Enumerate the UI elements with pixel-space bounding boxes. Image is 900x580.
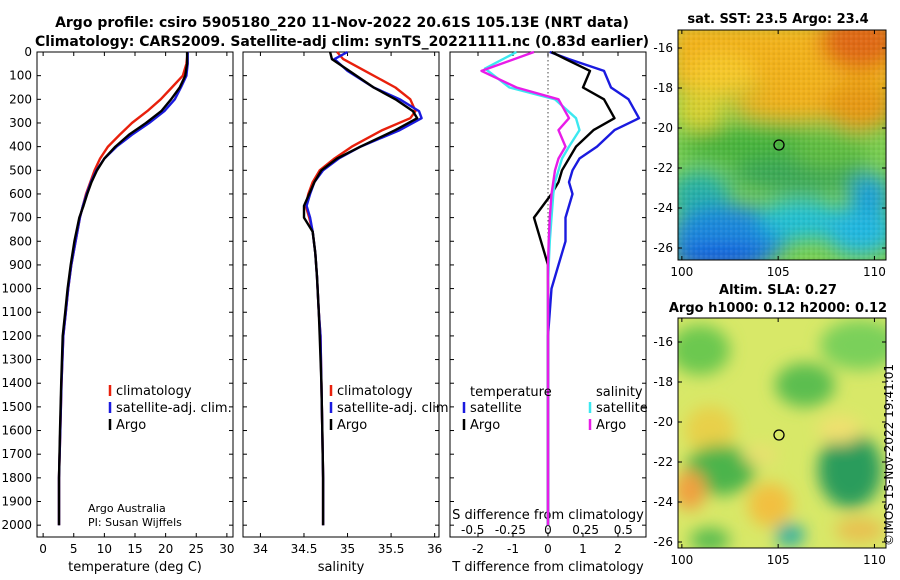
y-tick-label: 100 bbox=[9, 69, 32, 83]
map-y-tick-label: -16 bbox=[653, 41, 673, 55]
legend-label: satellite-adj. clim. bbox=[116, 401, 232, 416]
map-y-tick-label: -24 bbox=[653, 201, 673, 215]
x-axis-label-temperature: temperature (deg C) bbox=[68, 560, 202, 575]
y-tick-label: 500 bbox=[9, 163, 32, 177]
legend-label: satellite bbox=[470, 401, 522, 416]
map-y-tick-label: -26 bbox=[653, 535, 673, 549]
map-y-tick-label: -18 bbox=[653, 81, 673, 95]
y-tick-label: 600 bbox=[9, 187, 32, 201]
x-tick-label: -1 bbox=[507, 542, 519, 556]
plot-frame-salinity bbox=[242, 51, 440, 538]
map-x-tick-label: 105 bbox=[767, 553, 790, 567]
sla-map: Altim. SLA: 0.27 Argo h1000: 0.12 h2000:… bbox=[653, 283, 887, 567]
legend-label: Argo bbox=[470, 418, 500, 433]
x2-tick-label: 0 bbox=[544, 523, 552, 537]
y-tick-label: 400 bbox=[9, 140, 32, 154]
series-s-argo-line bbox=[480, 50, 571, 526]
map-y-tick-label: -18 bbox=[653, 375, 673, 389]
y-tick-label: 1400 bbox=[1, 376, 32, 390]
legend-label: satellite bbox=[596, 401, 648, 416]
legend-label: climatology bbox=[116, 384, 192, 399]
y-tick-label: 1500 bbox=[1, 400, 32, 414]
x-tick-label: 34 bbox=[253, 542, 268, 556]
x2-tick-label: 0.5 bbox=[614, 523, 633, 537]
y-tick-label: 200 bbox=[9, 92, 32, 106]
map-x-tick-label: 100 bbox=[670, 553, 693, 567]
sla-map-title-line1: Altim. SLA: 0.27 bbox=[719, 283, 837, 298]
y-tick-label: 0 bbox=[24, 45, 32, 59]
y-tick-label: 800 bbox=[9, 234, 32, 248]
legend-label: climatology bbox=[337, 384, 413, 399]
x-tick-label: 15 bbox=[127, 542, 142, 556]
x2-tick-label: -0.5 bbox=[461, 523, 484, 537]
map-y-tick-label: -20 bbox=[653, 121, 673, 135]
map-x-tick-label: 105 bbox=[767, 265, 790, 279]
y-tick-label: 1100 bbox=[1, 305, 32, 319]
y-tick-label: 1000 bbox=[1, 282, 32, 296]
map-y-tick-label: -22 bbox=[653, 455, 673, 469]
sla-map-title-line2: Argo h1000: 0.12 h2000: 0.12 bbox=[669, 301, 887, 316]
x-axis-label-difference: T difference from climatology bbox=[451, 560, 644, 575]
map-y-tick-label: -16 bbox=[653, 335, 673, 349]
map-x-tick-label: 100 bbox=[670, 265, 693, 279]
y-tick-label: 1300 bbox=[1, 353, 32, 367]
map-x-tick-label: 110 bbox=[863, 265, 886, 279]
x-tick-label: 5 bbox=[70, 542, 78, 556]
x-tick-label: -2 bbox=[472, 542, 484, 556]
credits-line2: PI: Susan Wijffels bbox=[88, 516, 182, 529]
x-tick-label: 10 bbox=[97, 542, 112, 556]
sst-map-title: sat. SST: 23.5 Argo: 23.4 bbox=[687, 12, 868, 27]
map-y-tick-label: -22 bbox=[653, 161, 673, 175]
x-tick-label: 30 bbox=[219, 542, 234, 556]
y-tick-label: 2000 bbox=[1, 518, 32, 532]
credits-line1: Argo Australia bbox=[88, 502, 166, 515]
panel-temperature: 0100200300400500600700800900100011001200… bbox=[1, 45, 234, 575]
series-argo-line bbox=[57, 52, 189, 526]
x-tick-label: 35 bbox=[340, 542, 355, 556]
x-axis-label-salinity: salinity bbox=[318, 560, 365, 575]
map-y-tick-label: -24 bbox=[653, 495, 673, 509]
x-tick-label: 34.5 bbox=[291, 542, 318, 556]
y-tick-label: 1700 bbox=[1, 447, 32, 461]
sst-map: sat. SST: 23.5 Argo: 23.4 bbox=[653, 12, 887, 279]
y-tick-label: 1900 bbox=[1, 495, 32, 509]
series-argo-line bbox=[302, 51, 419, 526]
timestamp: ©IMOS 15-Nov-2022 19:41:01 bbox=[882, 364, 896, 546]
y-tick-label: 700 bbox=[9, 211, 32, 225]
figure-title-line2: Climatology: CARS2009. Satellite-adj cli… bbox=[35, 34, 649, 50]
legend-label: satellite-adj. clim. bbox=[337, 401, 453, 416]
sst-argo-position-marker bbox=[773, 139, 785, 151]
legend-label: Argo bbox=[116, 418, 146, 433]
map-y-tick-label: -26 bbox=[653, 241, 673, 255]
y-tick-label: 1600 bbox=[1, 424, 32, 438]
legend-label: Argo bbox=[337, 418, 367, 433]
x-tick-label: 1 bbox=[579, 542, 587, 556]
legend-title-salinity: salinity bbox=[596, 385, 643, 400]
y-tick-label: 1200 bbox=[1, 329, 32, 343]
figure-title-line1: Argo profile: csiro 5905180_220 11-Nov-2… bbox=[55, 15, 629, 31]
x-tick-label: 20 bbox=[158, 542, 173, 556]
panel-salinity: 34 34.5 35 35.5 36 salinity climatology satelli… bbox=[242, 50, 453, 575]
map-y-tick-label: -20 bbox=[653, 415, 673, 429]
legend-title-temperature: temperature bbox=[470, 385, 552, 400]
x-tick-label: 35.5 bbox=[378, 542, 405, 556]
x-tick-label: 0 bbox=[544, 542, 552, 556]
x2-tick-label: 0.25 bbox=[572, 523, 599, 537]
sla-argo-position-marker bbox=[773, 429, 785, 441]
x2-tick-label: -0.25 bbox=[495, 523, 526, 537]
x-tick-label: 36 bbox=[427, 542, 442, 556]
x-tick-label: 25 bbox=[189, 542, 204, 556]
y-tick-label: 1800 bbox=[1, 471, 32, 485]
y-tick-label: 300 bbox=[9, 116, 32, 130]
x-tick-label: 2 bbox=[614, 542, 622, 556]
legend-label: Argo bbox=[596, 418, 626, 433]
x-tick-label: 0 bbox=[39, 542, 47, 556]
map-x-tick-label: 110 bbox=[863, 553, 886, 567]
y-tick-label: 900 bbox=[9, 258, 32, 272]
